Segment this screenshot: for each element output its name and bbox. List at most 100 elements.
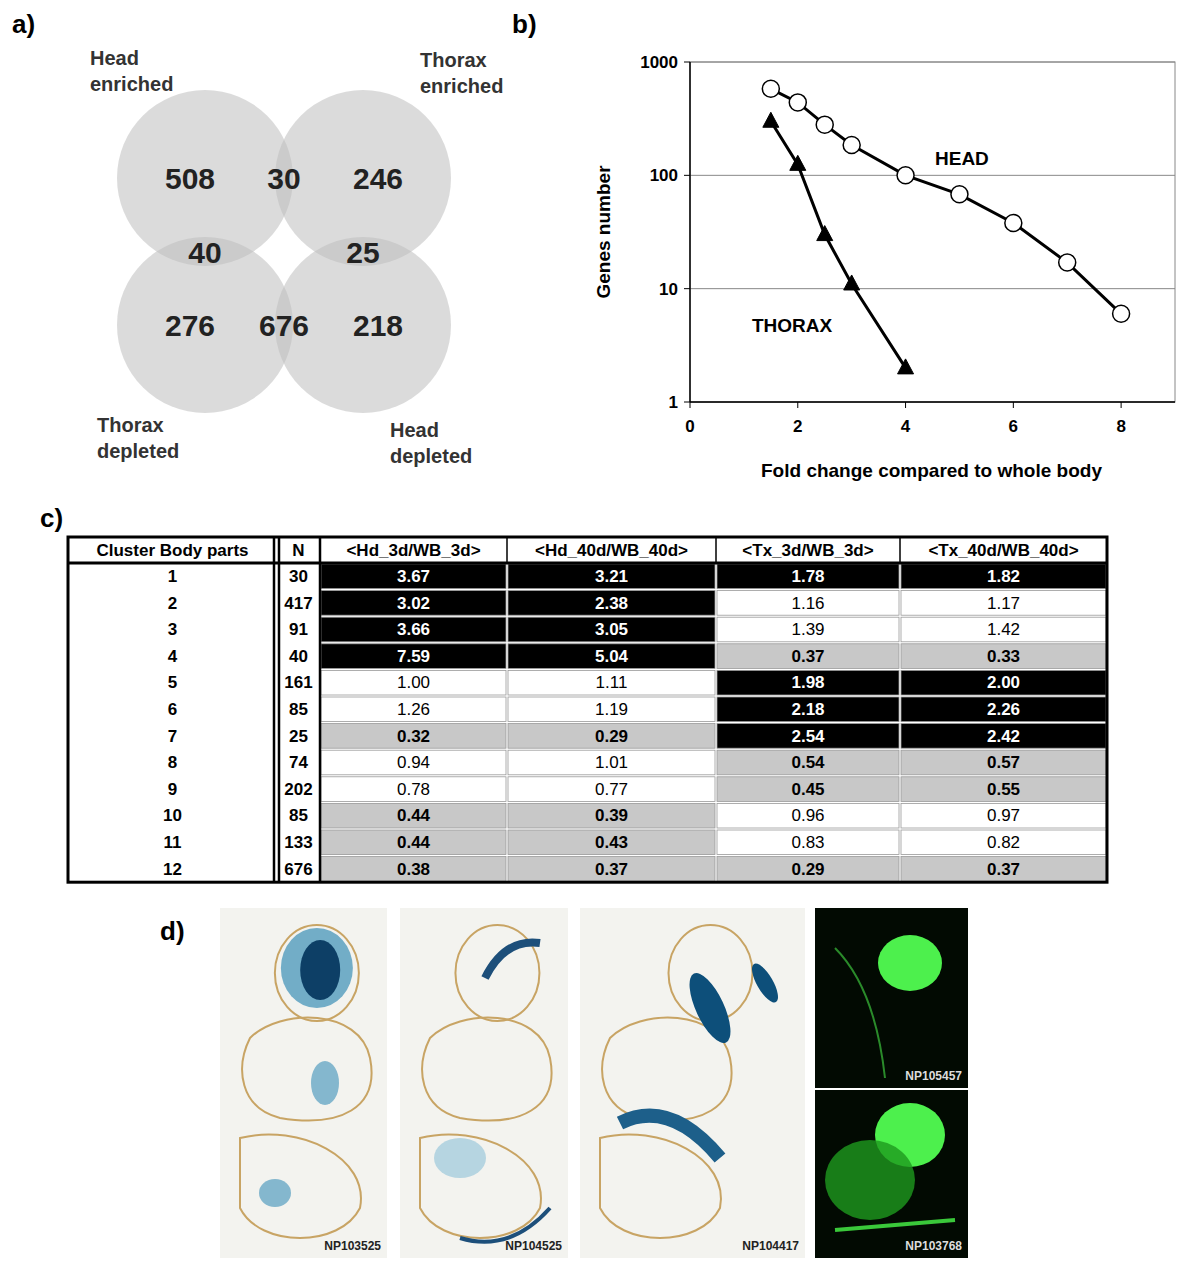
tissue-outline [600, 1134, 721, 1238]
marker [897, 167, 914, 184]
table-cell: 1.01 [595, 753, 628, 772]
venn: HeadenrichedThoraxenrichedThoraxdepleted… [90, 47, 503, 467]
table-cell: 10 [163, 806, 182, 825]
panel-label: c) [40, 503, 63, 533]
table-cell: 12 [163, 860, 182, 879]
table-cell: 74 [289, 753, 308, 772]
table-cell: 0.94 [397, 753, 430, 772]
table-cell: 2.42 [987, 727, 1020, 746]
table-rule [68, 562, 1107, 565]
marker [790, 155, 806, 170]
cell-bg [508, 670, 715, 695]
cell-bg [508, 697, 715, 722]
table-cell: 1 [168, 567, 177, 586]
table-cell: 676 [284, 860, 312, 879]
photo: NP104417 [580, 908, 805, 1258]
table-cell: 6 [168, 700, 177, 719]
cell-bg [901, 857, 1106, 882]
header-cell: Cluster Body parts [96, 541, 248, 560]
panel-label: d) [160, 916, 185, 946]
table-cell: 2.00 [987, 673, 1020, 692]
venn-set-label: depleted [390, 445, 472, 467]
series-label: HEAD [935, 148, 989, 169]
photo-caption: NP105457 [905, 1069, 962, 1083]
tick-mark [1121, 402, 1122, 408]
series-line [771, 89, 1121, 314]
venn-count: 508 [165, 162, 215, 195]
table-rule [899, 537, 901, 563]
table: Cluster Body partsN<Hd_3d/WB_3d><Hd_40d/… [68, 537, 1107, 882]
header-cell: <Tx_3d/WB_3d> [742, 541, 873, 560]
table-cell: 1.42 [987, 620, 1020, 639]
photo: NP103525 [220, 908, 387, 1258]
tick-label: 0 [685, 417, 694, 436]
marker [1059, 254, 1076, 271]
fluorescence [878, 935, 942, 991]
venn-set-label: enriched [420, 75, 503, 97]
marker [816, 116, 833, 133]
stain [460, 1208, 550, 1242]
cell-bg [717, 670, 899, 695]
table-cell: 0.37 [791, 647, 824, 666]
venn-count: 276 [165, 309, 215, 342]
cell-bg [321, 777, 506, 802]
table-cell: 4 [168, 647, 178, 666]
cell-bg [321, 803, 506, 828]
table-cell: 0.38 [397, 860, 430, 879]
cell-bg [717, 830, 899, 855]
cell-bg [321, 591, 506, 616]
tick-mark [684, 402, 690, 403]
grid-line [690, 288, 1175, 289]
cell-bg [321, 697, 506, 722]
table-cell: 0.33 [987, 647, 1020, 666]
tick-mark [684, 62, 690, 63]
photo-bg [220, 908, 387, 1258]
marker [789, 94, 806, 111]
table-cell: 0.32 [397, 727, 430, 746]
stain [747, 960, 783, 1006]
table-cell: 0.29 [791, 860, 824, 879]
table-rule [506, 537, 508, 563]
venn-set-label: Head [90, 47, 139, 69]
photo-bg [815, 1090, 968, 1258]
table-cell: 7.59 [397, 647, 430, 666]
panel-label: b) [512, 9, 537, 39]
grid-line [690, 175, 1175, 176]
venn-count: 246 [353, 162, 403, 195]
table-cell: 2 [168, 594, 177, 613]
fluorescence [835, 948, 885, 1078]
table-cell: 1.00 [397, 673, 430, 692]
cell-bg [901, 830, 1106, 855]
table-cell: 0.45 [791, 780, 824, 799]
table-cell: 1.98 [791, 673, 824, 692]
venn-set-label: depleted [97, 440, 179, 462]
marker [1113, 305, 1130, 322]
table-border [68, 537, 1107, 882]
cell-bg [321, 670, 506, 695]
tick-label: 6 [1009, 417, 1018, 436]
cell-bg [901, 750, 1106, 775]
chart: 110100100002468Fold change compared to w… [593, 53, 1175, 481]
cell-bg [901, 617, 1106, 642]
table-cell: 85 [289, 806, 308, 825]
tick-label: 4 [901, 417, 911, 436]
marker [762, 80, 779, 97]
cell-bg [901, 644, 1106, 669]
table-cell: 91 [289, 620, 308, 639]
stain [434, 1138, 486, 1178]
images: NP103525NP104525NP104417NP105457NP103768 [220, 908, 968, 1258]
tick-mark [684, 288, 690, 289]
axis-title: Genes number [593, 165, 614, 299]
table-cell: 1.78 [791, 567, 824, 586]
marker [898, 359, 914, 374]
header-cell: <Tx_40d/WB_40d> [928, 541, 1078, 560]
cell-bg [508, 777, 715, 802]
table-cell: 3.67 [397, 567, 430, 586]
table-cell: 0.82 [987, 833, 1020, 852]
photo: NP103768 [815, 1090, 968, 1258]
figure: a)b)c)d)HeadenrichedThoraxenrichedThorax… [0, 0, 1200, 1274]
table-cell: 7 [168, 727, 177, 746]
table-cell: 0.44 [397, 833, 431, 852]
table-cell: 8 [168, 753, 177, 772]
table-cell: 3.02 [397, 594, 430, 613]
